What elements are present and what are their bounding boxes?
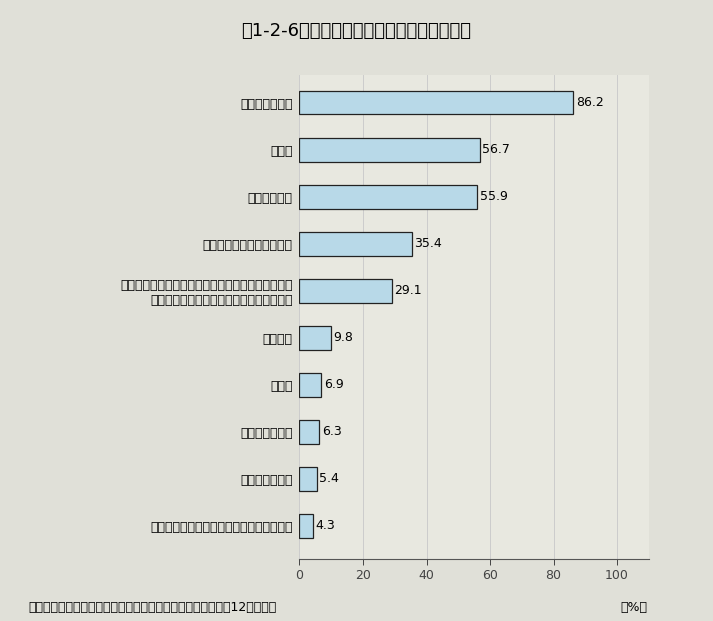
Bar xyxy=(299,91,573,114)
Bar xyxy=(299,420,319,443)
Bar xyxy=(299,232,412,256)
Text: 9.8: 9.8 xyxy=(333,332,353,345)
Bar xyxy=(299,514,313,538)
Bar xyxy=(299,467,317,491)
Text: 6.9: 6.9 xyxy=(324,378,344,391)
Text: 資料：文部科学省「民間企業の研究活動に関する調査（平成12年度）」: 資料：文部科学省「民間企業の研究活動に関する調査（平成12年度）」 xyxy=(29,601,277,614)
Text: 4.3: 4.3 xyxy=(316,520,335,532)
Bar xyxy=(299,185,477,209)
Bar xyxy=(299,138,480,161)
Text: 55.9: 55.9 xyxy=(480,190,508,203)
Text: 86.2: 86.2 xyxy=(576,96,603,109)
Text: 6.3: 6.3 xyxy=(322,425,342,438)
Text: （%）: （%） xyxy=(620,601,647,614)
Text: 56.7: 56.7 xyxy=(482,143,510,156)
Text: 第1-2-6図　民間企業が研究者に求めること: 第1-2-6図 民間企業が研究者に求めること xyxy=(242,22,471,40)
Bar xyxy=(299,326,331,350)
Bar xyxy=(299,373,322,397)
Text: 5.4: 5.4 xyxy=(319,473,339,486)
Text: 35.4: 35.4 xyxy=(414,237,442,250)
Text: 29.1: 29.1 xyxy=(394,284,422,297)
Bar xyxy=(299,279,392,302)
